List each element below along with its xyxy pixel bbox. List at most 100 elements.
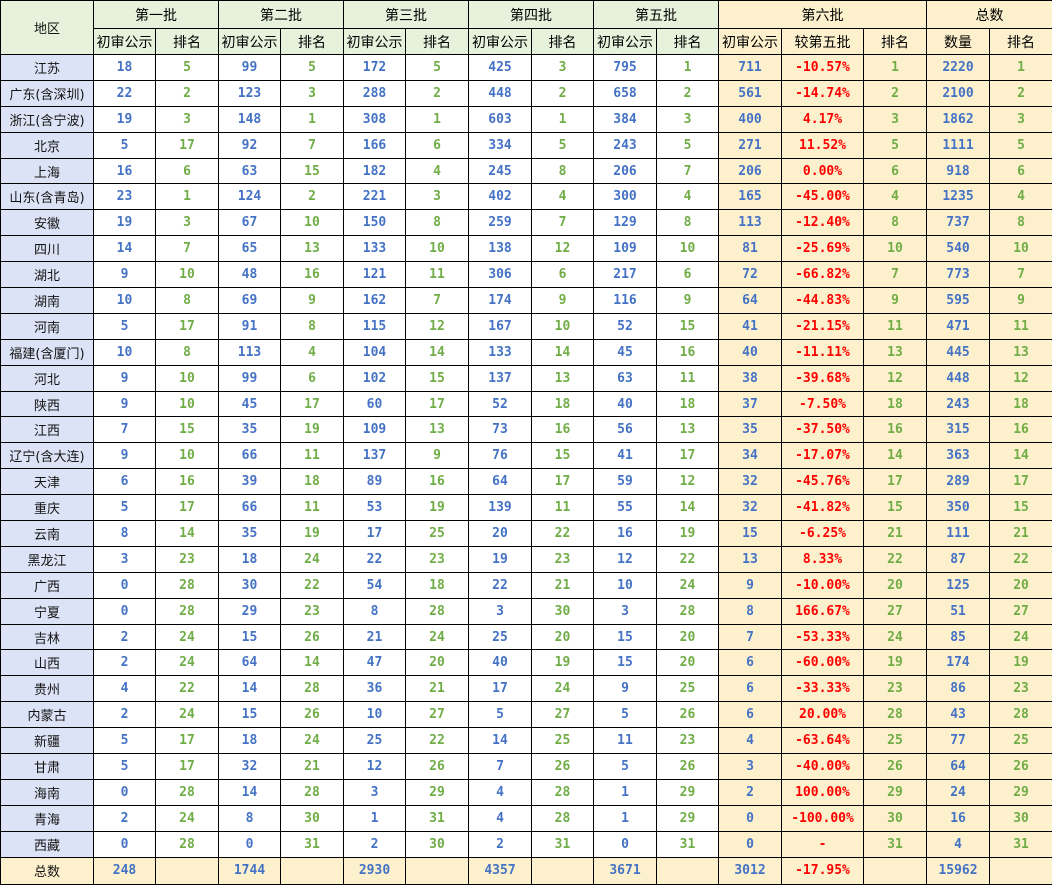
val-cell: 9 [593,675,657,703]
val-cell: 3 [593,597,657,625]
val-cell: 4 [93,675,156,703]
val-cell: 17 [343,520,406,547]
val-cell: 7 [468,753,532,780]
rank-cell: 4 [531,183,594,211]
rank-cell: 28 [155,597,219,625]
val-cell: 9 [718,571,782,599]
val-cell: 5 [93,312,156,340]
rank-cell: 7 [405,287,469,314]
table-row: 内蒙古 2 24 15 26 10 27 5 27 5 26 6 20.00% 28 43 28 [0,701,1052,729]
table-row: 河南 5 17 91 8 115 12 167 10 52 15 41 -21.15% 11 471 11 [0,312,1052,340]
val-cell: 32 [718,494,782,522]
rank-cell: 30 [405,830,469,858]
rank-cell: 7 [531,209,594,237]
val-cell: 289 [926,468,991,496]
rank-cell: 21 [531,571,594,599]
rank-cell: 30 [862,804,928,832]
val-cell: 5 [593,701,657,729]
rank-cell [280,856,344,885]
val-cell: 3012 [718,856,782,885]
table-row: 陕西 9 10 45 17 60 17 52 18 40 18 37 -7.50% 18 243 18 [0,390,1052,418]
val-cell: 6 [718,701,782,729]
val-cell: 63 [593,364,657,392]
rank-cell [656,856,719,885]
rank-cell: 11 [656,364,719,392]
rank-cell: 19 [862,649,928,677]
val-cell: 15 [718,520,782,547]
rank-cell: 10 [862,235,928,263]
diff-cell: 166.67% [781,597,864,625]
rank-cell: 6 [989,157,1052,185]
rank-cell: 8 [531,157,594,185]
val-cell: 20 [468,520,532,547]
val-cell: 56 [593,416,657,444]
val-cell: 308 [343,105,406,133]
val-cell: 54 [343,571,406,599]
val-cell: 174 [468,287,532,314]
rank-cell: 31 [280,830,344,858]
rank-cell: 26 [280,701,344,729]
val-cell: 13 [718,545,782,573]
val-cell: 25 [343,727,406,755]
rank-cell: 13 [405,416,469,444]
rank-cell: 15 [531,442,594,470]
rank-cell: 24 [280,727,344,755]
val-cell: 76 [468,442,532,470]
table-row: 贵州 4 22 14 28 36 21 17 24 9 25 6 -33.33% 23 86 23 [0,675,1052,703]
val-cell: 315 [926,416,991,444]
header-batch-5: 第五批 [593,0,719,29]
rank-cell: 3 [155,105,219,133]
val-cell: 334 [468,131,532,159]
rank-cell: 25 [405,520,469,547]
rank-cell: 18 [531,390,594,418]
val-cell: 91 [218,312,281,340]
val-cell: 23 [93,183,156,211]
val-cell: 7 [718,623,782,651]
rank-cell: 6 [862,157,928,185]
val-cell: 35 [218,416,281,444]
table-row: 天津 6 16 39 18 89 16 64 17 59 12 32 -45.76% 17 289 17 [0,468,1052,496]
diff-cell: -11.11% [781,338,864,366]
rank-cell: 17 [155,753,219,780]
val-cell: 15962 [926,856,991,885]
rank-cell: 20 [656,623,719,651]
val-cell: 737 [926,209,991,237]
val-cell: 5 [93,753,156,780]
val-cell: 35 [218,520,281,547]
val-cell: 124 [218,183,281,211]
rank-cell: 28 [280,778,344,806]
rank-cell: 24 [280,545,344,573]
val-cell: 113 [718,209,782,237]
rank-cell: 8 [155,338,219,366]
rank-cell: 10 [155,390,219,418]
val-cell: 45 [218,390,281,418]
val-cell: 34 [718,442,782,470]
val-cell: 14 [218,675,281,703]
rank-cell: 12 [405,312,469,340]
val-cell: 52 [468,390,532,418]
val-cell: 133 [343,235,406,263]
val-cell: 2 [93,701,156,729]
table-row: 福建(含厦门) 10 8 113 4 104 14 133 14 45 16 40 -11.11% 13 4… [0,338,1052,366]
region-cell: 安徽 [0,209,94,237]
table-header: 地区 第一批 第二批 第三批 第四批 第五批 第六批 总数 初审公示 排名 初审… [0,0,1052,55]
rank-cell: 16 [531,416,594,444]
val-cell: 221 [343,183,406,211]
val-cell: 0 [718,830,782,858]
rank-cell: 4 [989,183,1052,211]
rank-cell: 9 [405,442,469,470]
table-row: 海南 0 28 14 28 3 29 4 28 1 29 2 100.00% 29 24 29 [0,778,1052,806]
val-cell: 795 [593,54,657,81]
rank-cell: 28 [280,675,344,703]
val-cell: 300 [593,183,657,211]
val-cell: 9 [93,364,156,392]
val-cell: 0 [93,778,156,806]
val-cell: 22 [93,79,156,107]
rank-cell: 5 [155,54,219,81]
region-cell: 西藏 [0,830,94,858]
val-cell: 19 [93,105,156,133]
val-cell: 129 [593,209,657,237]
diff-cell: -45.76% [781,468,864,496]
val-cell: 4 [926,830,991,858]
rank-cell: 26 [656,701,719,729]
